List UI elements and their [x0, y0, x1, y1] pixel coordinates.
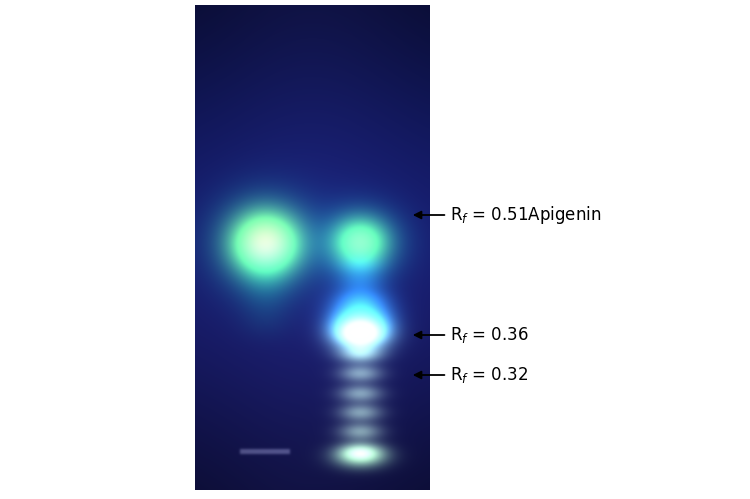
Text: R$_f$ = 0.51Apigenin: R$_f$ = 0.51Apigenin [415, 204, 602, 226]
Text: R$_f$ = 0.32: R$_f$ = 0.32 [415, 365, 528, 385]
Text: R$_f$ = 0.36: R$_f$ = 0.36 [415, 325, 529, 345]
